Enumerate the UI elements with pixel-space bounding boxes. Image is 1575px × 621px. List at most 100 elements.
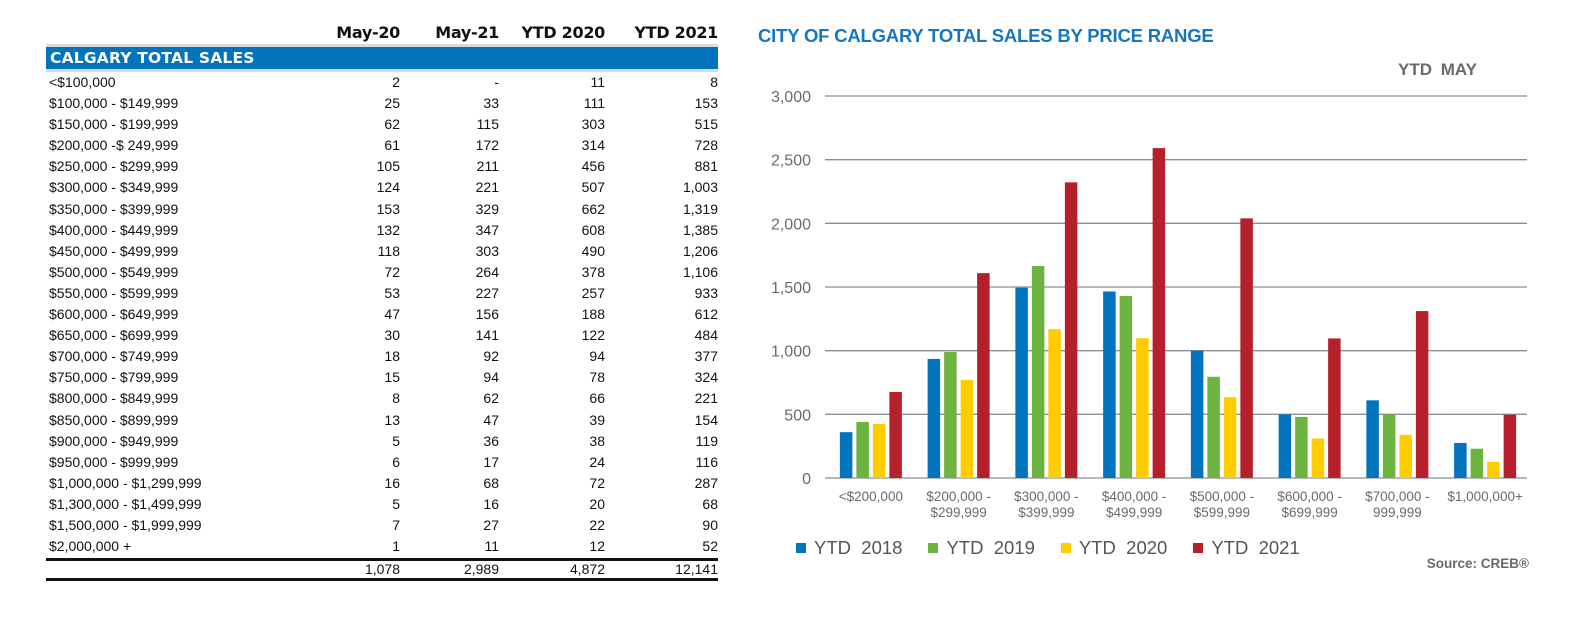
cell-ytd-2021: 1,385 (682, 221, 718, 238)
cell-may-21: 264 (475, 263, 499, 280)
table-header: May-20 May-21 YTD 2020 YTD 2021 (46, 22, 718, 42)
bar-ytd-2019 (944, 351, 957, 478)
cell-ytd-2020: 456 (581, 158, 605, 175)
table-row: $650,000 - $699,999 30 141 122 484 (46, 325, 718, 346)
y-tick-label: 0 (802, 471, 811, 488)
table-row: $150,000 - $199,999 62 115 303 515 (46, 114, 718, 135)
cell-price-range: $100,000 - $149,999 (49, 95, 179, 112)
cell-may-20: 47 (384, 306, 400, 323)
cell-ytd-2020: 38 (589, 432, 605, 449)
total-may-20: 1,078 (364, 561, 400, 578)
sales-table: May-20 May-21 YTD 2020 YTD 2021 CALGARY … (46, 22, 718, 582)
cell-may-21: 68 (483, 474, 499, 491)
totals-row-wrap: 1,078 2,989 4,872 12,141 (46, 558, 718, 582)
header-ytd-2020: YTD 2020 (521, 23, 606, 42)
cell-ytd-2020: 20 (589, 495, 605, 512)
cell-ytd-2020: 94 (589, 348, 605, 365)
cell-may-21: 62 (483, 390, 499, 407)
y-tick-label: 1,000 (771, 344, 811, 361)
cell-ytd-2021: 377 (694, 348, 718, 365)
bar-ytd-2018 (1103, 291, 1116, 478)
cell-may-21: 347 (475, 221, 499, 238)
x-tick-label: $700,000 - (1365, 489, 1430, 504)
cell-price-range: $850,000 - $899,999 (49, 411, 179, 428)
bar-ytd-2021 (889, 391, 902, 478)
bar-ytd-2020 (1311, 438, 1325, 478)
cell-price-range: $950,000 - $999,999 (49, 453, 179, 470)
cell-ytd-2021: 933 (694, 284, 718, 301)
cell-price-range: $750,000 - $799,999 (49, 369, 179, 386)
cell-may-21: 115 (476, 116, 499, 133)
cell-may-20: 118 (377, 242, 400, 259)
cell-may-20: 62 (384, 116, 400, 133)
table-row: $700,000 - $749,999 18 92 94 377 (46, 346, 718, 367)
cell-price-range: $700,000 - $749,999 (49, 348, 179, 365)
cell-ytd-2020: 490 (581, 242, 605, 259)
cell-ytd-2021: 1,206 (682, 242, 718, 259)
section-title: CALGARY TOTAL SALES (46, 44, 718, 72)
bar-ytd-2019 (1119, 295, 1133, 478)
table-row: $750,000 - $799,999 15 94 78 324 (46, 367, 718, 388)
bar-ytd-2020 (1223, 397, 1237, 478)
legend-swatch-icon (928, 543, 939, 553)
bar-ytd-2020 (1136, 338, 1149, 478)
cell-may-21: 211 (476, 158, 499, 175)
cell-may-21: 16 (483, 495, 499, 512)
cell-may-20: 105 (376, 158, 400, 175)
total-ytd-2021: 12,141 (675, 561, 718, 578)
table-row: $950,000 - $999,999 6 17 24 116 (46, 452, 718, 473)
cell-ytd-2020: 78 (589, 369, 605, 386)
y-tick-label: 500 (784, 407, 811, 424)
cell-may-21: 141 (475, 327, 499, 344)
bar-ytd-2021 (1503, 414, 1517, 478)
cell-ytd-2021: 154 (694, 411, 718, 428)
cell-price-range: $800,000 - $849,999 (49, 390, 179, 407)
cell-may-21: 36 (483, 432, 499, 449)
totals-label (46, 561, 314, 578)
cell-may-21: 172 (475, 137, 499, 154)
table-row: $850,000 - $899,999 13 47 39 154 (46, 410, 718, 431)
cell-may-20: 124 (376, 179, 400, 196)
bar-ytd-2020 (1487, 461, 1500, 478)
cell-price-range: $600,000 - $649,999 (49, 306, 179, 323)
total-may-21: 2,989 (463, 561, 499, 578)
x-tick-label: $399,999 (1018, 505, 1074, 520)
table-row: $1,500,000 - $1,999,999 7 27 22 90 (46, 515, 718, 536)
cell-price-range: $300,000 - $349,999 (49, 179, 179, 196)
cell-may-21: 17 (483, 453, 499, 470)
bar-ytd-2021 (977, 273, 990, 478)
cell-ytd-2021: 52 (702, 538, 718, 555)
cell-ytd-2020: 111 (583, 95, 605, 112)
cell-price-range: $500,000 - $549,999 (49, 263, 179, 280)
legend-item: YTD 2021 (1193, 537, 1300, 559)
table-row: $2,000,000 +1 11 12 52 (46, 536, 718, 557)
cell-price-range: $250,000 - $299,999 (49, 158, 179, 175)
cell-may-20: 6 (392, 453, 400, 470)
cell-ytd-2021: 90 (702, 516, 718, 533)
cell-ytd-2020: 11 (590, 74, 605, 90)
y-tick-label: 2,500 (771, 153, 811, 170)
legend-item: YTD 2018 (796, 537, 902, 559)
table-row: $100,000 - $149,999 25 33 111 153 (46, 93, 718, 114)
cell-may-21: 27 (483, 516, 499, 533)
cell-may-20: 16 (384, 474, 400, 491)
cell-price-range: $150,000 - $199,999 (49, 116, 179, 133)
cell-ytd-2021: 728 (694, 137, 718, 154)
cell-may-20: 8 (392, 390, 400, 407)
x-tick-label: $599,999 (1194, 505, 1250, 520)
cell-ytd-2021: 1,003 (682, 179, 718, 196)
x-tick-label: 999,999 (1373, 505, 1422, 520)
cell-ytd-2021: 324 (694, 369, 718, 386)
bar-ytd-2021 (1415, 311, 1429, 478)
cell-ytd-2020: 662 (581, 200, 605, 217)
cell-ytd-2020: 257 (581, 284, 605, 301)
legend-label: YTD 2020 (1078, 537, 1168, 558)
legend-swatch-icon (1060, 543, 1071, 553)
bar-ytd-2018 (1454, 442, 1467, 478)
cell-ytd-2020: 12 (589, 538, 605, 555)
cell-ytd-2020: 122 (581, 327, 605, 344)
cell-may-21: - (494, 74, 499, 90)
cell-ytd-2021: 1,106 (682, 263, 718, 280)
cell-may-21: 47 (483, 411, 499, 428)
cell-may-21: 329 (475, 200, 499, 217)
